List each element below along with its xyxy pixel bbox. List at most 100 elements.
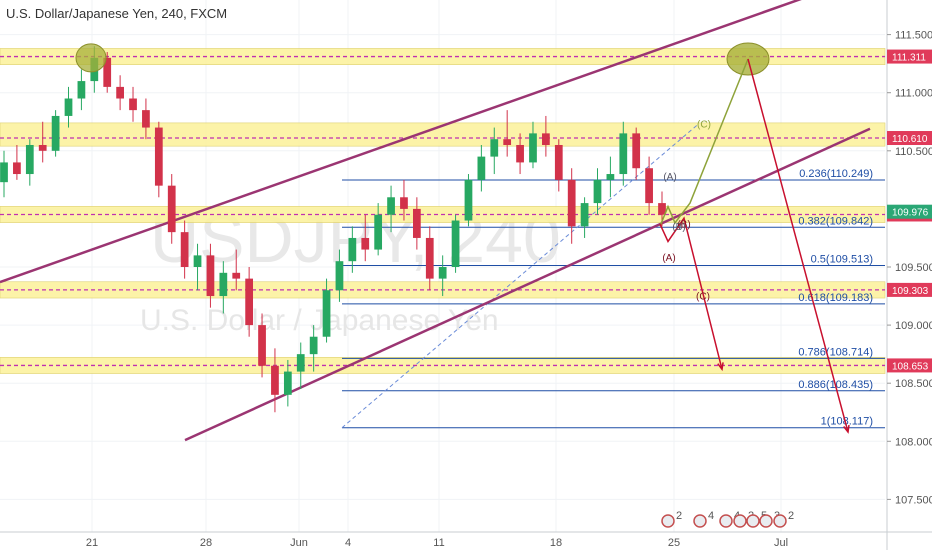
candle-body	[348, 237, 357, 262]
candle-body	[503, 139, 512, 145]
candle-body	[425, 237, 434, 279]
candle-body	[606, 174, 615, 180]
candle-body	[296, 354, 305, 372]
y-tick-label: 108.500	[895, 378, 932, 390]
wave-path-bullish	[659, 58, 749, 227]
candle-body	[0, 162, 8, 183]
candle-body	[129, 98, 137, 111]
level-price-tag: 108.653	[892, 361, 929, 372]
candle-body	[645, 168, 653, 204]
chart-title: U.S. Dollar/Japanese Yen, 240, FXCM	[6, 6, 227, 21]
x-tick-label: 18	[550, 537, 562, 549]
candle-body	[516, 144, 524, 163]
x-tick-label: 4	[345, 537, 351, 549]
channel-upper-line	[0, 0, 802, 284]
candle-body	[438, 267, 447, 279]
candle-body	[490, 139, 499, 157]
candle-body	[116, 86, 124, 99]
candle-body	[219, 272, 228, 297]
candle-body	[180, 232, 189, 267]
candle-body	[374, 214, 383, 250]
target-arrow-head	[843, 424, 850, 434]
candle-body	[451, 220, 460, 267]
wave-path-bearish-head	[717, 362, 724, 372]
candle-body	[529, 133, 537, 163]
wave-label: (B)	[672, 222, 685, 233]
y-tick-label: 110.500	[895, 146, 932, 158]
event-badge-icon	[693, 514, 707, 528]
candle-body	[400, 197, 408, 209]
candle-body	[477, 156, 486, 180]
candle-body	[271, 365, 279, 395]
level-price-tag-bg	[887, 282, 932, 297]
level-price-tag: 109.303	[892, 286, 929, 297]
candle-body	[593, 179, 602, 204]
fib-label: 0.786(108.714)	[798, 346, 873, 358]
candle-body	[567, 179, 576, 227]
y-tick-label: 111.500	[895, 30, 932, 42]
wave-label: (C)	[696, 292, 710, 303]
level-price-tag-bg	[887, 358, 932, 373]
wave-label: (A)	[663, 172, 676, 183]
candle-body	[554, 144, 563, 180]
candle-body	[580, 203, 589, 227]
candle-body	[38, 144, 47, 151]
x-tick-label: 25	[668, 537, 680, 549]
event-badge-count: 4	[708, 510, 714, 522]
candle-body	[658, 203, 666, 215]
wave-label: (C)	[697, 120, 711, 131]
event-badge-icon	[759, 514, 773, 528]
level-price-tag-bg	[887, 49, 932, 64]
event-badge-icon	[719, 514, 733, 528]
candle-body	[464, 179, 473, 221]
event-badge-icon	[733, 514, 747, 528]
event-badge-icon	[661, 514, 675, 528]
x-tick-label: Jun	[290, 537, 308, 549]
candle-body	[335, 261, 344, 291]
candle-body	[154, 127, 163, 186]
level-price-tag: 110.610	[892, 134, 928, 145]
candle-body	[542, 133, 550, 145]
fib-label: 0.236(110.249)	[799, 168, 873, 180]
fib-label: 0.5(109.513)	[811, 253, 873, 265]
candle-body	[322, 290, 331, 337]
candle-body	[283, 371, 292, 395]
current-price-tag-bg	[887, 204, 932, 219]
x-tick-label: Jul	[774, 537, 788, 549]
y-tick-label: 109.000	[895, 320, 932, 332]
event-badge-icon	[746, 514, 760, 528]
level-price-tag-bg	[887, 131, 932, 146]
watermark-description: U.S. Dollar / Japanese Yen	[140, 304, 499, 337]
event-badge-count: 2	[788, 510, 794, 522]
level-price-tag: 111.311	[892, 53, 926, 64]
x-tick-label: 21	[86, 537, 98, 549]
wave-label: (A)	[662, 253, 675, 264]
y-tick-label: 107.500	[895, 494, 932, 506]
y-tick-label: 109.500	[895, 262, 932, 274]
candle-body	[258, 325, 266, 366]
candle-body	[412, 208, 421, 238]
event-badge-count: 2	[676, 510, 682, 522]
candle-body	[25, 144, 34, 175]
x-tick-label: 11	[433, 537, 444, 549]
candle-body	[387, 197, 395, 215]
candle-body	[142, 110, 150, 128]
candle-body	[193, 255, 202, 267]
fib-label: 1(108.117)	[821, 416, 873, 428]
wave-label: (B)	[677, 219, 690, 230]
candle-body	[13, 162, 21, 175]
y-tick-label: 108.000	[895, 436, 932, 448]
candle-body	[245, 278, 254, 326]
fib-label: 0.618(109.183)	[798, 292, 873, 304]
fib-trend-line	[341, 124, 698, 429]
candle-body	[309, 336, 318, 355]
candle-body	[206, 255, 215, 297]
candle-body	[77, 81, 86, 99]
candle-body	[64, 98, 73, 116]
candle-body	[103, 57, 112, 87]
candle-body	[632, 133, 641, 169]
candle-body	[619, 133, 628, 175]
current-price-tag: 109.976	[892, 208, 929, 219]
candle-body	[51, 115, 60, 151]
